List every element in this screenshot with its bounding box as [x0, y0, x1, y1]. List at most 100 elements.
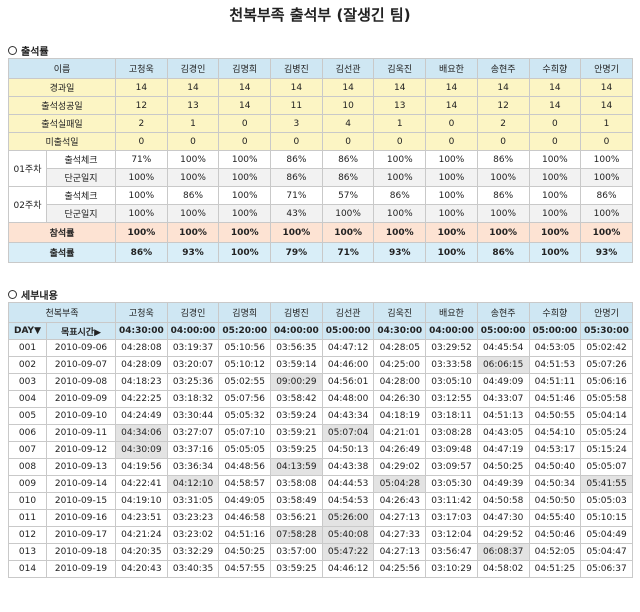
time-cell: 03:56:35 [270, 339, 323, 357]
detail-row: 012 2010-09-17 04:21:24 03:23:02 04:51:16 07:… [8, 526, 633, 544]
time-cell: 03:59:25 [270, 560, 323, 578]
time-cell: 04:55:40 [528, 509, 582, 527]
column-header: 수희향 [528, 302, 582, 323]
time-cell: 03:10:29 [425, 560, 478, 578]
date-cell: 2010-09-07 [46, 356, 116, 374]
time-cell: 04:53:17 [528, 441, 582, 459]
time-cell: 04:20:43 [115, 560, 168, 578]
detail-row: 009 2010-09-14 04:22:41 04:12:10 04:58:57 03:… [8, 475, 633, 493]
time-cell: 05:15:24 [580, 441, 633, 459]
table-cell: 86% [166, 186, 220, 205]
time-cell: 04:33:07 [476, 390, 530, 408]
column-header: 김병진 [270, 302, 323, 323]
day-number: 014 [8, 560, 47, 578]
time-cell: 04:28:09 [115, 356, 168, 374]
table-cell: 14 [218, 96, 272, 115]
date-cell: 2010-09-10 [46, 407, 116, 425]
table-cell: 0 [580, 132, 633, 151]
table-cell: 100% [218, 168, 272, 187]
time-cell: 04:50:34 [528, 475, 582, 493]
target-time: 05:20:00 [218, 322, 272, 340]
table-cell: 100% [218, 150, 272, 169]
detail-row: 007 2010-09-12 04:30:09 03:37:16 05:05:05 03:… [8, 441, 633, 459]
day-label: DAY▼ [8, 322, 47, 340]
detail-row: 006 2010-09-11 04:34:06 03:27:07 05:07:10 03:… [8, 424, 633, 442]
time-cell: 04:27:33 [373, 526, 427, 544]
time-cell: 03:05:10 [425, 373, 478, 391]
summary-header-row: 이름 고청욱 김경인 김명희 김병진 김선관 김욱진 배요한 송현주 수희향 안명기 [8, 58, 633, 79]
day-number: 003 [8, 373, 47, 391]
time-cell: 04:23:51 [115, 509, 168, 527]
time-cell: 04:54:53 [321, 492, 375, 510]
table-cell: 100% [218, 204, 272, 223]
table-cell: 0 [270, 132, 323, 151]
time-cell: 04:29:52 [476, 526, 530, 544]
table-cell: 2 [115, 114, 168, 133]
table-cell: 86% [270, 168, 323, 187]
table-cell: 100% [528, 168, 582, 187]
time-cell: 03:36:34 [166, 458, 220, 476]
time-cell: 03:30:44 [166, 407, 220, 425]
table-cell: 0 [528, 132, 582, 151]
time-cell: 04:50:50 [528, 492, 582, 510]
table-cell: 0 [218, 132, 272, 151]
row-label: 단군일지 [46, 168, 116, 187]
time-cell: 03:56:21 [270, 509, 323, 527]
table-cell: 14 [270, 78, 323, 97]
date-cell: 2010-09-08 [46, 373, 116, 391]
day-number: 001 [8, 339, 47, 357]
table-cell: 14 [528, 78, 582, 97]
time-cell: 04:57:55 [218, 560, 272, 578]
time-cell: 09:00:29 [270, 373, 323, 391]
time-cell: 04:50:46 [528, 526, 582, 544]
date-cell: 2010-09-14 [46, 475, 116, 493]
day-number: 002 [8, 356, 47, 374]
time-cell: 04:58:02 [476, 560, 530, 578]
time-cell: 04:50:25 [218, 543, 272, 561]
time-cell: 03:59:25 [270, 441, 323, 459]
week-label: 01주차 [8, 150, 47, 187]
detail-row: 013 2010-09-18 04:20:35 03:32:29 04:50:25 03:… [8, 543, 633, 561]
time-cell: 04:26:49 [373, 441, 427, 459]
date-cell: 2010-09-06 [46, 339, 116, 357]
table-cell: 0 [115, 132, 168, 151]
table-cell: 86% [270, 150, 323, 169]
time-cell: 04:21:24 [115, 526, 168, 544]
time-cell: 03:32:29 [166, 543, 220, 561]
column-header: 김욱진 [373, 302, 427, 323]
table-cell: 14 [476, 78, 530, 97]
time-cell: 03:18:32 [166, 390, 220, 408]
column-header: 김병진 [270, 58, 323, 79]
week-row: 01주차 출석체크 71% 100% 100% 86% 86% 100% 100% 86% 100%… [8, 150, 633, 187]
summary-row: 출석실패일 2 1 0 3 4 1 0 2 0 1 [8, 114, 633, 133]
time-cell: 05:10:12 [218, 356, 272, 374]
time-cell: 04:25:56 [373, 560, 427, 578]
table-cell: 100% [373, 168, 427, 187]
column-header: 천복부족 [8, 302, 116, 323]
summary-row: 미출석일 0 0 0 0 0 0 0 0 0 0 [8, 132, 633, 151]
time-cell: 03:58:42 [270, 390, 323, 408]
table-cell: 14 [528, 96, 582, 115]
time-cell: 04:44:53 [321, 475, 375, 493]
time-cell: 04:58:57 [218, 475, 272, 493]
attendance-row: 출석률 86% 93% 100% 79% 71% 93% 100% 86% 100% 93% [8, 242, 633, 263]
table-cell: 86% [115, 242, 168, 263]
time-cell: 05:07:10 [218, 424, 272, 442]
time-cell: 05:07:26 [580, 356, 633, 374]
detail-row: 010 2010-09-15 04:19:10 03:31:05 04:49:05 03:… [8, 492, 633, 510]
time-cell: 04:51:13 [476, 407, 530, 425]
table-cell: 100% [425, 204, 478, 223]
table-cell: 100% [580, 222, 633, 243]
row-label: 출석성공일 [8, 96, 116, 115]
table-cell: 14 [580, 96, 633, 115]
table-cell: 100% [425, 222, 478, 243]
table-cell: 14 [218, 78, 272, 97]
target-label: 목표시간▶ [46, 322, 116, 340]
time-cell: 04:28:00 [373, 373, 427, 391]
table-cell: 100% [528, 204, 582, 223]
table-cell: 100% [528, 186, 582, 205]
table-cell: 100% [373, 204, 427, 223]
table-cell: 71% [115, 150, 168, 169]
table-cell: 14 [425, 96, 478, 115]
table-cell: 1 [166, 114, 220, 133]
